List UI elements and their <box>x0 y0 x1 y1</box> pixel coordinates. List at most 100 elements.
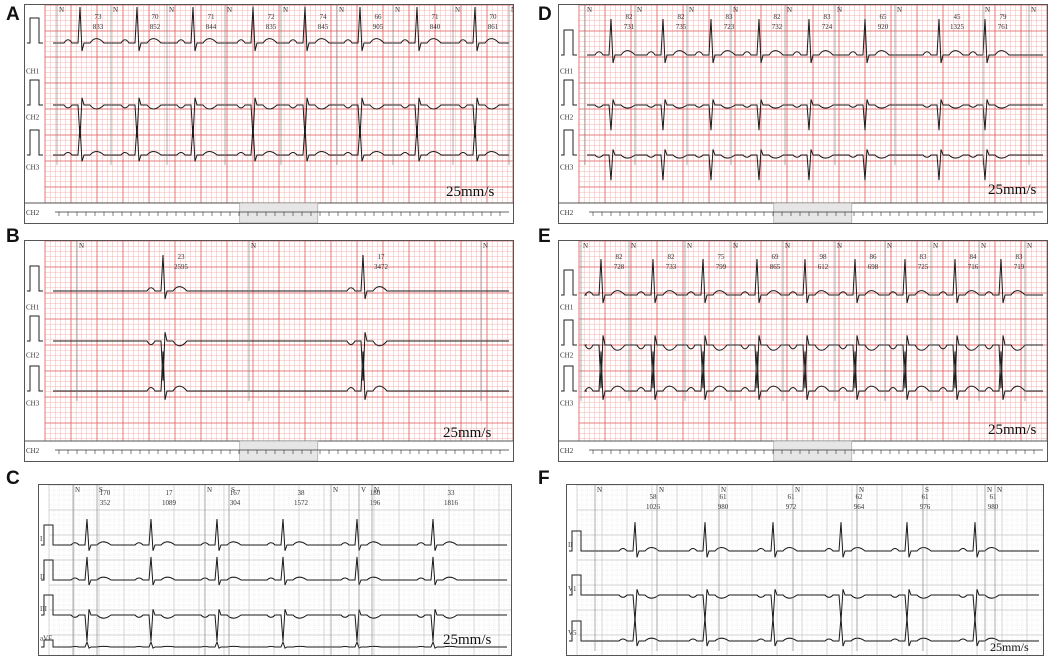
beat-type-marker: N <box>887 242 892 250</box>
ecg-trace <box>53 6 509 52</box>
lead-label: CH2 <box>560 114 574 122</box>
beat-interval-label: 964 <box>854 503 865 511</box>
lead-label: CH1 <box>560 68 574 76</box>
calibration-pulse <box>569 574 585 596</box>
trend-window <box>239 440 319 461</box>
beat-rate-label: 73 <box>95 13 103 21</box>
beat-interval-label: 735 <box>676 23 687 31</box>
beat-type-marker: S <box>99 486 103 494</box>
beat-rate-label: 83 <box>726 13 734 21</box>
beat-interval-label: 723 <box>724 23 735 31</box>
ecg-trace <box>584 335 1043 389</box>
beat-interval-label: 304 <box>230 499 241 507</box>
beat-interval-label: 724 <box>822 23 833 31</box>
beat-rate-label: 58 <box>650 493 658 501</box>
beat-type-marker: N <box>787 6 792 14</box>
beat-rate-label: 62 <box>856 493 864 501</box>
beat-rate-label: 83 <box>920 253 928 261</box>
beat-type-marker: N <box>721 486 726 494</box>
beat-rate-label: 23 <box>178 253 186 261</box>
calibration-pulse <box>41 559 57 581</box>
beat-rate-label: 69 <box>772 253 780 261</box>
ecg-trace <box>587 149 1043 181</box>
beat-rate-label: 79 <box>1000 13 1008 21</box>
ecg-canvas: CH1 CH2 CH3 23 2595 17 3472 N N N CH2 <box>25 241 513 461</box>
beat-interval-label: 799 <box>716 263 727 271</box>
beat-interval-label: 852 <box>150 23 161 31</box>
beat-interval-label: 733 <box>666 263 677 271</box>
paper-speed-d: 25mm/s <box>988 182 1037 198</box>
beat-rate-label: 82 <box>626 13 634 21</box>
beat-rate-label: 180 <box>370 489 381 497</box>
beat-rate-label: 82 <box>774 13 782 21</box>
beat-interval-label: 1325 <box>950 23 965 31</box>
calibration-pulse <box>41 639 57 648</box>
panel-letter-d: D <box>538 4 552 25</box>
beat-rate-label: 86 <box>870 253 878 261</box>
beat-interval-label: 845 <box>318 23 329 31</box>
beat-interval-label: 840 <box>430 23 441 31</box>
beat-type-marker: N <box>455 6 460 14</box>
beat-interval-label: 731 <box>624 23 635 31</box>
beat-rate-label: 66 <box>375 13 383 21</box>
ecg-trace <box>57 556 507 586</box>
panel-letter-e: E <box>538 226 551 247</box>
beat-type-marker: N <box>251 242 256 250</box>
beat-type-marker: N <box>1027 242 1032 250</box>
ecg-trace <box>53 332 509 381</box>
beat-type-marker: N <box>637 6 642 14</box>
beat-type-marker: N <box>997 486 1002 494</box>
beat-rate-label: 70 <box>152 13 160 21</box>
calibration-pulse <box>569 620 585 642</box>
beat-type-marker: N <box>113 6 118 14</box>
ecg-trace <box>584 258 1043 304</box>
trend-window <box>773 202 853 223</box>
beat-rate-label: 83 <box>824 13 832 21</box>
beat-interval-label: 725 <box>918 263 929 271</box>
beat-type-marker: N <box>659 486 664 494</box>
beat-type-marker: N <box>587 6 592 14</box>
trend-window <box>773 440 853 461</box>
ecg-trace <box>57 519 507 551</box>
paper-speed-b: 25mm/s <box>443 425 492 441</box>
trend-lead-label: CH2 <box>26 209 40 217</box>
beat-interval-label: 612 <box>818 263 829 271</box>
ecg-trace <box>53 126 509 162</box>
beat-type-marker: N <box>169 6 174 14</box>
beat-type-marker: N <box>837 6 842 14</box>
ecg-trace <box>57 640 507 649</box>
trend-window <box>239 202 319 223</box>
ecg-trace <box>53 351 509 400</box>
beat-type-marker: N <box>207 486 212 494</box>
beat-interval-label: 2595 <box>174 263 189 271</box>
beat-interval-label: 761 <box>998 23 1009 31</box>
calibration-pulse <box>27 365 43 392</box>
lead-label: CH3 <box>560 400 574 408</box>
lead-label: CH2 <box>26 114 40 122</box>
beat-rate-label: 45 <box>954 13 962 21</box>
panel-letter-a: A <box>6 4 20 25</box>
beat-rate-label: 82 <box>678 13 686 21</box>
beat-rate-label: 61 <box>788 493 796 501</box>
beat-type-marker: N <box>1031 6 1036 14</box>
calibration-pulse <box>27 129 43 156</box>
beat-type-marker: N <box>733 6 738 14</box>
beat-type-marker: N <box>339 6 344 14</box>
beat-type-marker: N <box>79 242 84 250</box>
beat-interval-label: 732 <box>772 23 783 31</box>
beat-type-marker: N <box>583 242 588 250</box>
lead-label: CH1 <box>26 68 40 76</box>
ecg-trace <box>587 18 1043 64</box>
ecg-trace <box>585 589 1039 621</box>
beat-type-marker: N <box>483 242 488 250</box>
ecg-trace <box>53 97 509 138</box>
beat-rate-label: 61 <box>922 493 930 501</box>
beat-interval-label: 716 <box>968 263 979 271</box>
ecg-strip-c: I II III aVF 170 352 17 1089 167 304 38 1572 180 196 3… <box>38 484 512 656</box>
ecg-canvas: IIIIIIaVF1703521710891673043815721801963… <box>40 485 511 655</box>
beat-rate-label: 167 <box>230 489 241 497</box>
beat-rate-label: 71 <box>208 13 216 21</box>
beat-interval-label: 1026 <box>646 503 661 511</box>
lead-label: CH2 <box>26 352 40 360</box>
beat-rate-label: 82 <box>668 253 676 261</box>
